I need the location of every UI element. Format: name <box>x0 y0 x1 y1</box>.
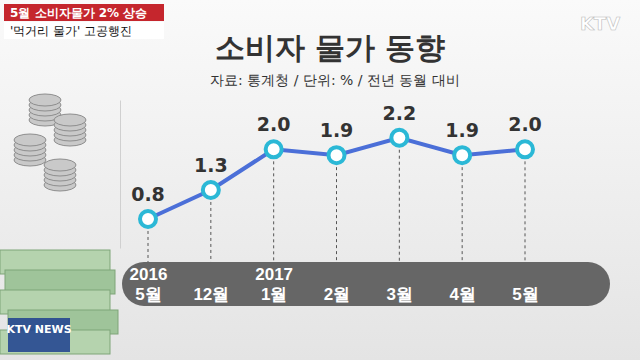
caption: 5월 소비자물가 2% 상승 <box>10 6 147 20</box>
line <box>148 138 525 219</box>
x-tick: 2월 <box>324 262 350 304</box>
plot <box>140 130 533 227</box>
x-tick-label: 12월 <box>193 285 229 304</box>
logo: KTV NEWS <box>6 323 71 336</box>
y-axis-line <box>120 101 121 249</box>
drop-line <box>525 149 526 262</box>
marker <box>266 141 282 157</box>
caption-box <box>4 22 164 39</box>
caption-box <box>4 4 164 21</box>
data-label: 2.0 <box>508 113 542 135</box>
data-label: 2.0 <box>257 113 291 135</box>
x-tick-label: 20165월 <box>130 265 168 304</box>
marker <box>454 147 470 163</box>
title: 소비자 물가 동향 <box>215 30 446 65</box>
coin <box>14 134 46 146</box>
drop-line <box>210 190 211 262</box>
marker <box>203 182 219 198</box>
x-tick: 5월 <box>512 262 538 304</box>
x-tick-label: 2월 <box>324 285 350 304</box>
drop-line <box>462 155 463 262</box>
x-axis: 20165월 12월 20171월 2월 3월 4월 5월 <box>130 262 539 304</box>
subtitle: 자료: 통계청 / 단위: % / 전년 동월 대비 <box>210 72 460 88</box>
x-tick: 3월 <box>387 262 413 304</box>
x-tick: 20165월 <box>130 262 168 304</box>
data-label: 1.3 <box>194 154 228 176</box>
drop-line <box>273 149 274 262</box>
x-tick: 12월 <box>193 262 229 304</box>
marker <box>391 130 407 146</box>
data-label: 2.2 <box>382 102 416 124</box>
data-label: 1.9 <box>320 119 354 141</box>
chart: 5월 소비자물가 2% 상승 '먹거리 물가' 고공행진 KTV KTV NEWS 소비… <box>0 0 640 360</box>
x-tick-label: 5월 <box>512 285 538 304</box>
marker <box>329 147 345 163</box>
caption: '먹거리 물가' 고공행진 <box>10 24 132 38</box>
logo: KTV <box>580 13 620 34</box>
drop-line <box>399 138 400 262</box>
y-axis <box>120 101 121 249</box>
coin <box>29 94 61 106</box>
data-label: 0.8 <box>131 183 165 205</box>
x-tick-label: 20171월 <box>255 265 293 304</box>
x-tick: 20171월 <box>255 262 293 304</box>
x-tick-label: 3월 <box>387 285 413 304</box>
x-tick: 4월 <box>449 262 475 304</box>
marker <box>140 211 156 227</box>
x-tick-label: 4월 <box>449 285 475 304</box>
drop-line <box>336 155 337 262</box>
coin <box>44 159 76 171</box>
data-label: 1.9 <box>445 119 479 141</box>
marker <box>517 141 533 157</box>
coin <box>54 114 86 126</box>
decoration <box>0 94 118 354</box>
background <box>0 0 640 360</box>
x-axis-band <box>122 262 610 306</box>
